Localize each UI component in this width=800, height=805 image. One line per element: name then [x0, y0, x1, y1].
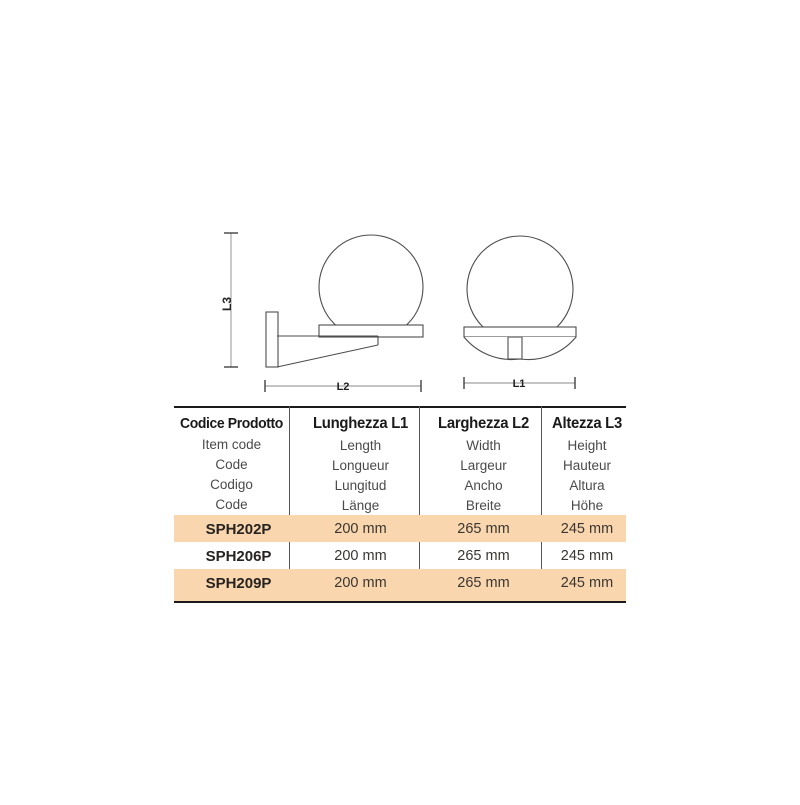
svg-text:L1: L1: [513, 378, 526, 390]
svg-text:L2: L2: [337, 381, 350, 393]
svg-text:L3: L3: [220, 297, 234, 311]
